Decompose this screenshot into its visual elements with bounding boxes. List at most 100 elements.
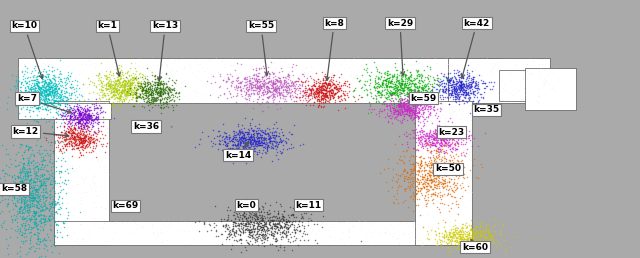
Point <box>394 99 404 103</box>
Point <box>170 102 180 107</box>
Point <box>36 92 47 96</box>
Point <box>382 111 392 115</box>
Point <box>435 80 445 84</box>
Point <box>258 216 268 220</box>
Point <box>119 83 129 87</box>
Point <box>415 188 425 192</box>
Point <box>406 73 417 77</box>
Point <box>88 108 99 112</box>
Point <box>15 211 25 215</box>
Point <box>1 163 11 167</box>
Point <box>404 87 414 91</box>
Point <box>53 199 63 204</box>
Point <box>451 134 461 139</box>
Point <box>359 88 369 92</box>
Point <box>137 93 147 98</box>
Point <box>452 186 462 190</box>
Point <box>481 224 491 228</box>
Point <box>476 235 486 239</box>
Point <box>463 133 474 137</box>
Point <box>79 135 89 139</box>
Point <box>125 82 136 86</box>
Point <box>416 191 426 195</box>
Point <box>88 132 98 136</box>
Point <box>49 76 60 80</box>
Point <box>385 90 395 94</box>
Point <box>418 175 428 179</box>
Point <box>253 217 263 221</box>
Point <box>303 219 313 223</box>
Point <box>32 183 42 187</box>
Point <box>418 112 428 117</box>
Point <box>118 84 128 88</box>
Point <box>449 88 460 92</box>
Point <box>239 125 249 130</box>
Point <box>44 89 54 93</box>
Point <box>225 147 236 151</box>
Point <box>250 84 260 88</box>
Point <box>463 243 473 247</box>
Point <box>26 93 36 97</box>
Point <box>169 86 179 90</box>
Point <box>440 229 451 233</box>
Point <box>50 84 60 88</box>
Point <box>451 182 461 187</box>
Point <box>399 198 410 202</box>
Point <box>257 141 268 145</box>
Point <box>82 120 92 125</box>
Point <box>257 93 268 97</box>
Point <box>415 129 425 133</box>
Point <box>57 83 67 87</box>
Point <box>19 171 29 175</box>
Point <box>464 74 474 78</box>
Point <box>281 84 291 88</box>
Point <box>428 141 438 145</box>
Point <box>65 107 76 111</box>
Point <box>83 112 93 116</box>
Point <box>236 150 246 154</box>
Point <box>435 87 445 91</box>
Point <box>14 197 24 201</box>
Point <box>453 236 463 240</box>
Point <box>149 81 159 85</box>
Point <box>13 188 24 192</box>
Point <box>227 146 237 150</box>
Point <box>33 167 43 171</box>
Point <box>397 98 407 102</box>
Point <box>405 88 415 92</box>
Point <box>425 175 435 179</box>
Point <box>234 80 244 84</box>
Point <box>444 235 454 239</box>
Point <box>22 192 32 197</box>
Point <box>463 241 474 246</box>
Point <box>330 92 340 96</box>
Point <box>413 72 424 76</box>
Point <box>394 84 404 88</box>
Point <box>273 227 284 231</box>
Point <box>275 96 285 100</box>
Point <box>275 93 285 97</box>
Point <box>464 245 474 249</box>
Point <box>246 126 257 130</box>
Point <box>489 80 499 84</box>
Point <box>408 135 419 140</box>
Point <box>458 226 468 230</box>
Point <box>316 87 326 91</box>
Point <box>442 162 452 166</box>
Point <box>479 243 490 247</box>
Point <box>29 102 40 106</box>
Point <box>250 142 260 146</box>
Point <box>239 139 250 143</box>
Point <box>78 145 88 149</box>
Point <box>262 95 272 99</box>
Point <box>214 134 224 138</box>
Point <box>24 75 35 79</box>
Point <box>303 223 314 227</box>
Point <box>396 70 406 74</box>
Point <box>30 183 40 188</box>
Point <box>43 97 53 101</box>
Point <box>0 176 5 180</box>
Point <box>46 94 56 98</box>
Point <box>406 79 417 83</box>
Point <box>224 137 234 141</box>
